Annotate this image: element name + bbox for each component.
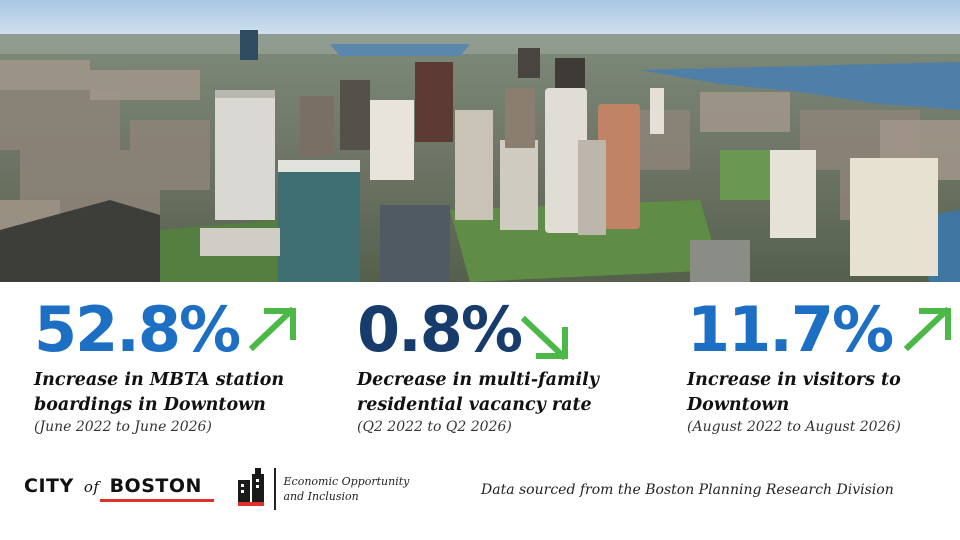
stat-vacancy-rate: 0.8% Decrease in multi-family residentia…: [357, 295, 657, 436]
stat-description-line1: Increase in MBTA station: [34, 370, 285, 390]
stat-description: Decrease in multi-family residential vac…: [357, 368, 657, 418]
logo-divider: [274, 468, 276, 510]
stat-period: (June 2022 to June 2026): [34, 419, 212, 435]
economic-opportunity-logo: Economic Opportunity and Inclusion: [238, 468, 409, 510]
logo-underline: [100, 499, 214, 502]
stat-description-line1: Decrease in multi-family: [357, 370, 599, 390]
building-icon: [238, 468, 266, 510]
stat-description-line2: Downtown: [687, 395, 790, 415]
city-of-boston-logo: CITY of BOSTON: [24, 475, 214, 502]
stat-description-line1: Increase in visitors to: [687, 370, 901, 390]
arrow-up-icon: [247, 305, 299, 355]
city-skyline-photo: [0, 0, 960, 282]
stat-downtown-visitors: 11.7% Increase in visitors to Downtown (…: [687, 295, 957, 436]
stat-value-row: 52.8%: [34, 295, 334, 365]
stat-mbta-boardings: 52.8% Increase in MBTA station boardings…: [34, 295, 334, 436]
eoi-logo-text: Economic Opportunity and Inclusion: [284, 474, 410, 504]
arrow-up-icon: [902, 305, 954, 355]
stat-period: (August 2022 to August 2026): [687, 419, 901, 435]
eoi-line1: Economic Opportunity: [283, 475, 410, 488]
stat-description: Increase in visitors to Downtown: [687, 368, 957, 418]
logo-of-text: of: [83, 478, 100, 496]
stat-value: 0.8%: [357, 293, 523, 366]
stat-value: 11.7%: [687, 293, 894, 366]
stat-value: 52.8%: [34, 293, 241, 366]
stat-period: (Q2 2022 to Q2 2026): [357, 419, 512, 435]
arrow-down-icon: [519, 315, 571, 366]
stat-description-line2: boardings in Downtown: [34, 395, 266, 415]
logo-city-text: CITY: [24, 475, 74, 497]
stat-description: Increase in MBTA station boardings in Do…: [34, 368, 334, 418]
eoi-line2: and Inclusion: [283, 490, 359, 503]
stat-value-row: 0.8%: [357, 295, 657, 365]
stat-value-row: 11.7%: [687, 295, 957, 365]
data-source-note: Data sourced from the Boston Planning Re…: [481, 482, 894, 498]
stat-description-line2: residential vacancy rate: [357, 395, 592, 415]
logo-boston-text: BOSTON: [109, 475, 202, 497]
